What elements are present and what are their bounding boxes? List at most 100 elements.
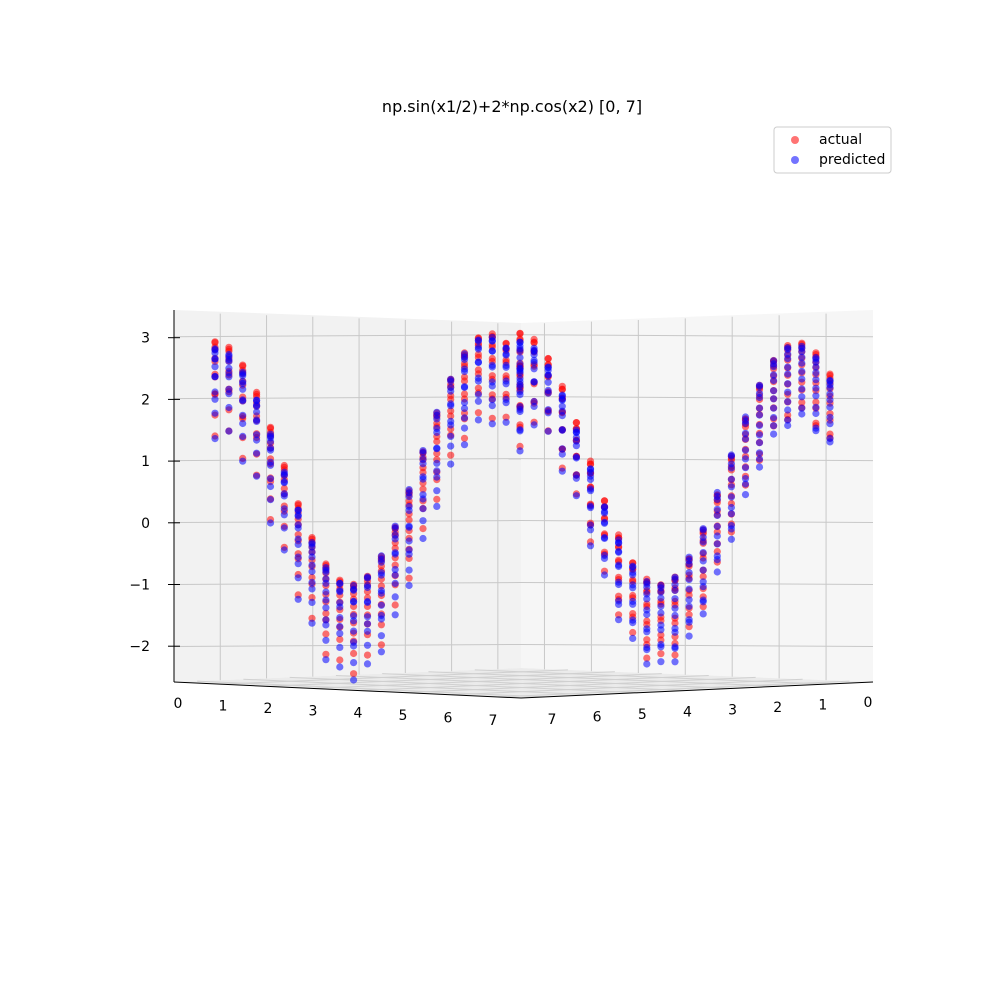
predicted-point	[770, 357, 778, 365]
predicted-point	[294, 535, 302, 543]
predicted-point	[253, 417, 261, 425]
floor-gridline	[335, 674, 686, 692]
predicted-point	[798, 359, 806, 367]
predicted-point	[322, 588, 330, 596]
predicted-point	[419, 517, 427, 525]
predicted-point	[488, 347, 496, 355]
predicted-point	[502, 418, 510, 426]
predicted-point	[294, 521, 302, 529]
actual-point	[377, 641, 385, 649]
predicted-point	[266, 438, 275, 446]
z-tick-label: −1	[129, 578, 150, 594]
actual-point	[266, 423, 275, 431]
actual-point	[600, 497, 609, 505]
predicted-point	[266, 519, 275, 527]
predicted-point	[530, 356, 538, 364]
floor-gridline	[359, 674, 709, 692]
predicted-point	[377, 589, 385, 597]
predicted-point	[405, 537, 413, 545]
predicted-point	[713, 552, 721, 560]
predicted-point	[350, 598, 358, 606]
predicted-point	[558, 396, 566, 404]
predicted-point	[798, 375, 806, 383]
predicted-point	[308, 598, 316, 607]
predicted-point	[643, 606, 651, 614]
predicted-point	[488, 396, 496, 404]
z-tick-label: −2	[129, 639, 150, 655]
predicted-point	[770, 371, 778, 379]
predicted-point	[350, 676, 358, 684]
predicted-point	[741, 480, 750, 488]
predicted-point	[322, 636, 330, 644]
predicted-point	[280, 546, 288, 554]
predicted-point	[643, 643, 651, 652]
actual-point	[671, 651, 679, 659]
actual-point	[460, 390, 469, 398]
predicted-point	[266, 475, 275, 483]
z-tick-label: 3	[141, 331, 150, 347]
predicted-point	[447, 400, 455, 408]
predicted-point	[447, 375, 455, 383]
predicted-point	[643, 660, 651, 668]
predicted-point	[713, 511, 721, 519]
actual-point	[643, 654, 651, 662]
predicted-point	[826, 381, 834, 389]
predicted-point	[755, 439, 764, 447]
predicted-point	[322, 568, 330, 576]
predicted-point	[391, 571, 399, 579]
predicted-point	[770, 422, 778, 430]
x2-tick-label: 4	[683, 705, 692, 721]
predicted-point	[741, 446, 750, 454]
predicted-point	[280, 505, 288, 513]
predicted-point	[671, 611, 679, 620]
predicted-point	[294, 574, 302, 582]
predicted-point	[516, 354, 524, 362]
predicted-point	[363, 598, 372, 607]
chart-title: np.sin(x1/2)+2*np.cos(x2) [0, 7]	[382, 97, 642, 116]
actual-point	[419, 485, 427, 493]
predicted-point	[558, 450, 566, 458]
predicted-point	[211, 363, 219, 371]
predicted-point	[600, 509, 609, 517]
predicted-point	[225, 427, 233, 435]
predicted-point	[727, 503, 736, 512]
predicted-point	[741, 429, 750, 437]
predicted-point	[225, 357, 233, 366]
floor-gridline	[474, 669, 827, 685]
predicted-point	[615, 616, 623, 624]
predicted-point	[516, 364, 524, 372]
predicted-point	[727, 483, 736, 491]
predicted-point	[488, 420, 496, 428]
predicted-point	[433, 473, 441, 481]
actual-point	[211, 338, 219, 346]
actual-point	[336, 656, 344, 664]
predicted-point	[336, 629, 344, 638]
predicted-point	[405, 566, 413, 574]
predicted-point	[812, 369, 820, 377]
predicted-point	[502, 363, 510, 371]
predicted-point	[671, 581, 679, 589]
predicted-point	[266, 446, 275, 454]
predicted-point	[391, 549, 399, 557]
predicted-point	[474, 416, 482, 424]
predicted-point	[294, 553, 302, 561]
predicted-point	[615, 539, 623, 547]
predicted-point	[798, 385, 806, 393]
predicted-point	[784, 388, 792, 396]
predicted-point	[350, 617, 358, 625]
predicted-point	[322, 656, 330, 664]
predicted-point	[615, 547, 623, 556]
predicted-point	[502, 344, 510, 353]
z-tick-label: 1	[141, 454, 150, 470]
predicted-point	[460, 441, 469, 449]
predicted-point	[755, 404, 764, 412]
z-gridline-left	[173, 458, 522, 462]
predicted-point	[812, 409, 820, 418]
predicted-point	[419, 495, 427, 503]
predicted-point	[812, 392, 820, 400]
predicted-point	[586, 502, 595, 510]
predicted-point	[713, 505, 721, 513]
predicted-point	[558, 412, 566, 420]
predicted-point	[460, 383, 469, 392]
x2-tick-label: 0	[864, 695, 873, 711]
